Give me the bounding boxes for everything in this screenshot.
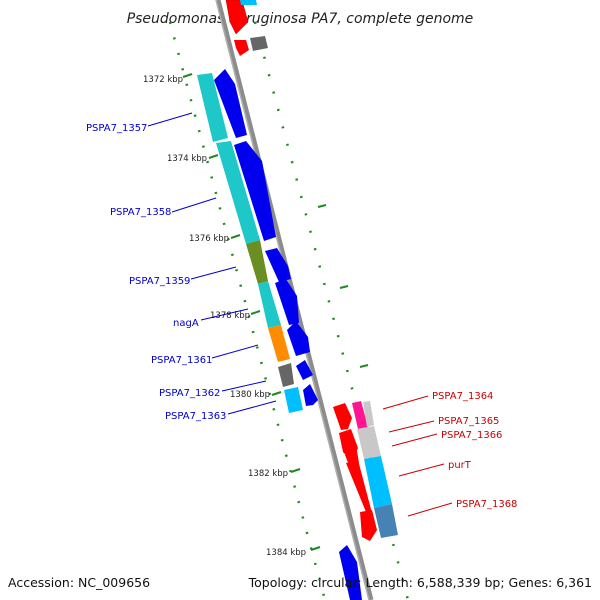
gene-label-pspa7-1357[interactable]: PSPA7_1357: [86, 123, 147, 134]
forward-cds-1361[interactable]: [287, 321, 310, 356]
forward-cds-1362[interactable]: [296, 360, 313, 380]
forward-cds-1357[interactable]: [214, 69, 247, 138]
feature-1359-olive[interactable]: [246, 240, 268, 284]
reverse-cds-track: [333, 403, 377, 541]
feature-1364-pink[interactable]: [352, 401, 368, 429]
feature-top-gray[interactable]: [250, 36, 268, 51]
feature-1358-cyan[interactable]: [216, 141, 260, 244]
ruler-tick: [230, 234, 241, 239]
ruler-label: 1382 kbp: [248, 469, 288, 479]
right-gene-labels: PSPA7_1364 PSPA7_1365 PSPA7_1366 purT PS…: [382, 391, 517, 517]
gene-label-purt[interactable]: purT: [448, 460, 472, 471]
feature-1364-gray[interactable]: [363, 401, 374, 427]
top-partial-features: [225, 0, 268, 56]
gene-label-pspa7-1359[interactable]: PSPA7_1359: [129, 276, 190, 287]
gene-label-pspa7-1368[interactable]: PSPA7_1368: [456, 499, 517, 510]
ruler-label: 1378 kbp: [210, 311, 250, 321]
ruler-label: 1374 kbp: [167, 154, 207, 164]
feature-1365-lightgray[interactable]: [357, 426, 381, 459]
accession-text: Accession: NC_009656: [8, 575, 150, 590]
feature-1361-orange[interactable]: [268, 325, 290, 362]
ruler-label: 1372 kbp: [143, 75, 183, 85]
feature-1368-steelblue[interactable]: [374, 504, 398, 538]
forward-cds-naga[interactable]: [275, 279, 299, 325]
gene-label-pspa7-1358[interactable]: PSPA7_1358: [110, 207, 171, 218]
ruler-tick: [290, 468, 301, 473]
gene-label-pspa7-1366[interactable]: PSPA7_1366: [441, 430, 502, 441]
gene-label-pspa7-1365[interactable]: PSPA7_1365: [438, 416, 499, 427]
gene-label-pspa7-1361[interactable]: PSPA7_1361: [151, 355, 212, 366]
feature-purt-skyblue[interactable]: [364, 456, 392, 508]
gene-label-naga[interactable]: nagA: [173, 318, 199, 329]
feature-1357-cyan[interactable]: [197, 73, 228, 142]
genome-summary-text: Topology: circular; Length: 6,588,339 bp…: [248, 575, 592, 590]
reverse-cds-top-2[interactable]: [234, 40, 249, 56]
ruler-tick: [310, 546, 321, 551]
gc-dashes: [317, 204, 369, 368]
feature-1362-darkgray[interactable]: [278, 363, 294, 387]
gene-label-pspa7-1364[interactable]: PSPA7_1364: [432, 391, 493, 402]
ruler-tick: [208, 154, 219, 159]
feature-naga-cyan[interactable]: [258, 281, 281, 328]
feature-track-left: [197, 73, 303, 413]
reverse-cds-1364[interactable]: [333, 403, 352, 430]
ruler-label: 1376 kbp: [189, 234, 229, 244]
reverse-cds-top[interactable]: [225, 0, 249, 35]
gene-label-pspa7-1363[interactable]: PSPA7_1363: [165, 411, 226, 422]
reverse-cds-purt[interactable]: [346, 460, 372, 513]
position-ruler: 1372 kbp 1374 kbp 1376 kbp 1378 kbp 1380…: [143, 73, 321, 558]
gene-label-pspa7-1362[interactable]: PSPA7_1362: [159, 388, 220, 399]
forward-cds-1359[interactable]: [265, 248, 291, 282]
forward-cds-bottom[interactable]: [339, 545, 362, 600]
feature-1363-skyblue[interactable]: [284, 387, 303, 413]
forward-cds-1358[interactable]: [234, 141, 276, 241]
left-gene-labels: PSPA7_1357 PSPA7_1358 PSPA7_1359 nagA PS…: [86, 112, 277, 422]
ruler-tick: [182, 73, 193, 78]
ruler-label: 1380 kbp: [230, 390, 270, 400]
ruler-tick: [271, 391, 282, 396]
forward-cds-track: [214, 69, 362, 600]
ruler-tick: [250, 310, 261, 315]
forward-cds-1363[interactable]: [303, 384, 318, 406]
reverse-cds-1368[interactable]: [360, 510, 377, 541]
feature-track-right: [352, 401, 398, 538]
feature-top-skyblue[interactable]: [240, 0, 257, 5]
map-title: Pseudomonas aeruginosa PA7, complete gen…: [127, 11, 474, 27]
ruler-label: 1384 kbp: [266, 548, 306, 558]
